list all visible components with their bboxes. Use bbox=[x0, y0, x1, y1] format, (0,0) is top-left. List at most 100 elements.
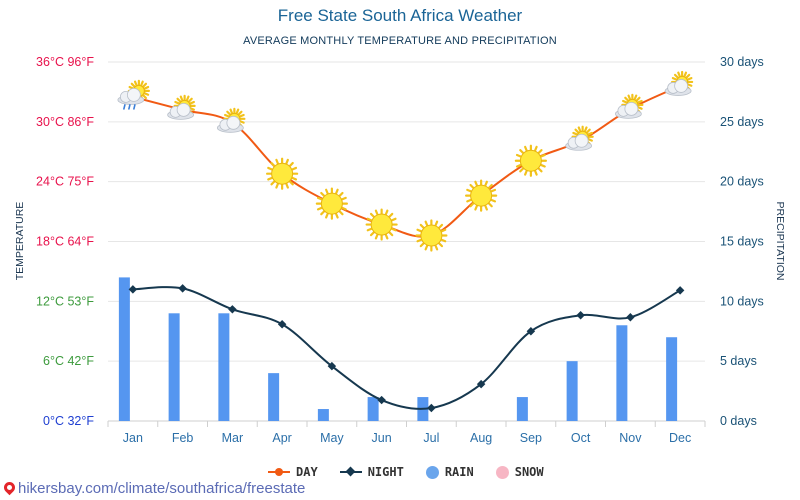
rain-bar bbox=[566, 361, 578, 421]
sun-ray bbox=[419, 223, 425, 229]
x-tick-label: Mar bbox=[222, 431, 244, 445]
chart-legend: DAY NIGHT RAIN SNOW bbox=[268, 462, 544, 482]
sun-ray bbox=[224, 113, 230, 118]
sun-ray bbox=[416, 238, 423, 243]
sun-ray bbox=[285, 182, 289, 189]
sun-ray bbox=[583, 126, 588, 133]
sun-ray bbox=[585, 128, 591, 134]
legend-item-night[interactable]: NIGHT bbox=[339, 465, 404, 479]
legend-item-snow[interactable]: SNOW bbox=[495, 465, 544, 479]
sun-rays bbox=[465, 179, 498, 212]
sun-rays bbox=[315, 187, 348, 220]
sun-icon bbox=[266, 157, 299, 190]
sun-ray bbox=[686, 83, 693, 87]
sun-ray bbox=[633, 94, 638, 101]
legend-item-rain[interactable]: RAIN bbox=[425, 465, 474, 479]
y-right-tick-label: 0 days bbox=[720, 414, 757, 428]
rain-bar bbox=[666, 337, 678, 421]
sun-ray bbox=[533, 169, 538, 176]
sun-ray bbox=[677, 71, 681, 78]
sun-ray bbox=[384, 233, 389, 240]
sun-ray bbox=[270, 180, 276, 186]
cloud-sun-icon bbox=[565, 125, 594, 151]
rain-drop bbox=[128, 104, 131, 110]
night-point bbox=[178, 284, 187, 293]
cloud-sun-icon bbox=[216, 107, 246, 133]
sun-ray bbox=[416, 228, 423, 233]
sun-ray bbox=[316, 196, 323, 201]
rain-bar bbox=[118, 277, 130, 421]
source-link[interactable]: hikersbay.com/climate/southafrica/freest… bbox=[1, 479, 305, 497]
x-tick-label: Nov bbox=[619, 431, 642, 445]
night-point bbox=[476, 379, 486, 389]
x-tick-label: Jun bbox=[372, 431, 392, 445]
rain-bar bbox=[317, 409, 329, 421]
sun-ray bbox=[533, 145, 538, 152]
sun-rays bbox=[365, 208, 398, 241]
sun-icon bbox=[465, 179, 498, 212]
y-left-tick-label: 18°C 64°F bbox=[36, 235, 94, 249]
sun-ray bbox=[424, 220, 429, 227]
sun-ray bbox=[238, 113, 245, 118]
y-left-axis-title: TEMPERATURE bbox=[14, 202, 26, 281]
y-right-tick-label: 10 days bbox=[720, 294, 764, 308]
sun-ray bbox=[627, 94, 632, 101]
x-tick-label: Sep bbox=[520, 431, 542, 445]
sun-ray bbox=[229, 108, 234, 115]
cloud-puff bbox=[226, 115, 241, 130]
sun-core bbox=[371, 214, 392, 235]
sun-ray bbox=[325, 212, 329, 219]
sun-ray bbox=[537, 167, 543, 173]
sun-ray bbox=[288, 161, 294, 168]
y-left-tick-label: 6°C 42°F bbox=[43, 354, 94, 368]
sun-ray bbox=[189, 100, 195, 105]
legend-rain-swatch bbox=[425, 465, 439, 479]
sun-ray bbox=[574, 128, 580, 134]
sun-ray bbox=[490, 188, 497, 193]
sun-core bbox=[421, 225, 442, 246]
sun-ray bbox=[438, 242, 444, 248]
legend-item-day[interactable]: DAY bbox=[268, 465, 318, 479]
sun-ray bbox=[334, 212, 339, 219]
legend-night-label: NIGHT bbox=[367, 465, 404, 479]
sun-ray bbox=[683, 71, 688, 78]
sun-ray bbox=[515, 153, 522, 158]
sun-ray bbox=[237, 110, 243, 116]
sun-ray bbox=[316, 206, 323, 211]
sun-ray bbox=[369, 231, 375, 237]
sun-ray bbox=[469, 183, 475, 189]
sun-ray bbox=[238, 120, 245, 124]
sun-ray bbox=[320, 191, 326, 197]
sun-ray bbox=[572, 131, 579, 136]
sun-ray bbox=[466, 188, 473, 193]
sun-ray bbox=[685, 73, 691, 79]
sun-ray bbox=[515, 163, 522, 168]
night-point bbox=[128, 285, 138, 294]
sun-ray bbox=[189, 107, 195, 111]
cloud-sun-rain-icon bbox=[117, 79, 150, 110]
sun-ray bbox=[424, 244, 429, 251]
cloud-sun-icon bbox=[614, 93, 644, 119]
rain-bar bbox=[168, 313, 180, 421]
sun-ray bbox=[338, 191, 344, 197]
night-line bbox=[132, 286, 681, 410]
sun-ray bbox=[686, 77, 693, 81]
sun-core bbox=[471, 185, 492, 206]
night-point bbox=[526, 327, 536, 336]
night-point bbox=[576, 311, 585, 320]
sun-ray bbox=[484, 204, 488, 211]
sun-ray bbox=[133, 80, 138, 87]
sun-ray bbox=[275, 158, 280, 165]
sun-core bbox=[520, 150, 541, 171]
sun-ray bbox=[624, 96, 630, 102]
legend-day-label: DAY bbox=[296, 465, 318, 479]
rain-bar bbox=[367, 397, 379, 421]
sun-ray bbox=[143, 85, 150, 90]
sun-ray bbox=[474, 180, 479, 187]
sun-ray bbox=[374, 233, 379, 240]
sun-ray bbox=[673, 73, 679, 79]
y-right-tick-label: 5 days bbox=[720, 354, 757, 368]
rain-drop bbox=[123, 104, 126, 110]
sun-ray bbox=[275, 182, 280, 189]
